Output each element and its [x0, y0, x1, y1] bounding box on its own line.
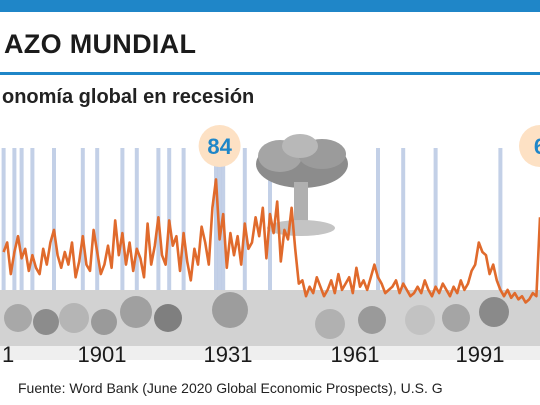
page-title: AZO MUNDIAL — [4, 29, 197, 59]
recession-band-1930 — [214, 148, 218, 338]
peak-label-0: 84 — [207, 134, 232, 159]
source-note: Fuente: Word Bank (June 2020 Global Econ… — [18, 380, 443, 396]
recession-band-1885 — [52, 148, 56, 338]
recession-series-line — [2, 178, 540, 304]
chart-subtitle: onomía global en recesión — [2, 86, 255, 108]
recession-band-1876 — [19, 148, 24, 338]
recession-band-1874 — [12, 148, 17, 338]
x-tick-label-2: 1931 — [204, 342, 253, 367]
recession-band-1991 — [433, 148, 438, 338]
x-tick-label-3: 1961 — [331, 342, 380, 367]
recession-line-chart: 84 6 1 1901 1931 1961 1991 — [0, 125, 540, 367]
recession-band-1975 — [376, 148, 380, 338]
recession-band-1938 — [242, 148, 247, 338]
recession-band-1917 — [167, 148, 172, 338]
x-tick-label-0: 1 — [2, 342, 14, 367]
title-divider — [0, 72, 540, 75]
peak-label-bubble-1 — [519, 125, 540, 167]
recession-band-1982 — [401, 148, 406, 338]
recession-band-1879 — [30, 148, 35, 338]
x-tick-label-1: 1901 — [78, 342, 127, 367]
peak-label-bubble-0 — [198, 125, 241, 167]
recession-band-1914 — [156, 148, 161, 338]
x-tick-label-4: 1991 — [456, 342, 505, 367]
recession-band-1897 — [95, 148, 100, 338]
recession-band-1932 — [221, 148, 226, 338]
recession-band-1871 — [1, 148, 6, 338]
recession-band-1908 — [134, 148, 139, 338]
recession-band-1931 — [217, 148, 222, 338]
recession-band-2009 — [498, 148, 503, 338]
peak-label-1: 6 — [534, 134, 540, 159]
recession-band-1945 — [268, 148, 272, 338]
top-accent-bar — [0, 0, 540, 12]
historical-photo-strip — [0, 290, 540, 362]
